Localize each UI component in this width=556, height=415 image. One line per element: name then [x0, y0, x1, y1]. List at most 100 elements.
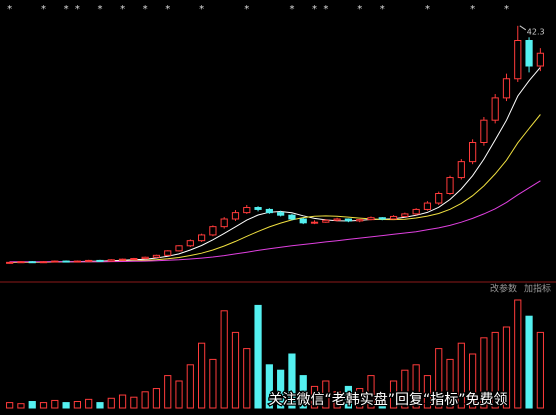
event-marker: * [244, 4, 249, 15]
candle-body [457, 161, 465, 179]
volume-bar [378, 394, 386, 409]
candle-body [73, 260, 82, 263]
volume-bar [6, 402, 14, 409]
candle-body [446, 177, 454, 194]
event-marker: * [323, 4, 328, 15]
volume-bar [243, 348, 251, 409]
candle-body [401, 213, 409, 217]
candle-body [367, 217, 375, 221]
candle-body [378, 217, 386, 220]
candle-body [344, 218, 353, 222]
volume-bar [220, 310, 228, 409]
watermark: 关注微信“老韩实盘”回复“指标”免费领 [268, 391, 507, 408]
candle-body [310, 221, 319, 224]
candle-body [175, 245, 183, 252]
volume-bar [389, 380, 398, 409]
volume-bar [356, 388, 364, 409]
candle-body [28, 261, 36, 264]
event-marker: * [312, 4, 317, 15]
volume-bar [130, 396, 138, 409]
candle-body [480, 119, 488, 143]
volume-bar [491, 331, 499, 409]
candle-body [277, 212, 285, 216]
volume-bar [412, 364, 420, 409]
candle-body [265, 208, 273, 214]
volume-bar [457, 342, 465, 409]
candle-body [333, 218, 341, 221]
candle-body [356, 219, 364, 222]
candle-body [525, 40, 533, 67]
max-label: 42.3 [527, 27, 545, 36]
candle-body [536, 52, 544, 67]
toolbar-button[interactable]: 改参数 [490, 283, 517, 295]
candle-body [220, 218, 228, 228]
volume-bar [277, 369, 285, 409]
max-pointer [519, 25, 527, 31]
volume-bar [322, 380, 330, 409]
volume-bar [186, 364, 194, 409]
event-marker: * [470, 4, 475, 15]
volume-bar [333, 391, 341, 409]
volume-bar [480, 337, 488, 409]
volume-bar [28, 401, 36, 409]
candle-body [85, 259, 93, 262]
candle-body [322, 219, 330, 223]
volume-bar [17, 403, 25, 409]
volume-bar [62, 402, 70, 409]
candle-body [164, 250, 172, 256]
candle-body [197, 234, 206, 242]
candle-body [468, 142, 477, 163]
candle-body [502, 78, 511, 99]
volume-bar [310, 385, 319, 409]
volume-bar [175, 380, 183, 409]
volume-bar [118, 394, 127, 409]
candle-body [231, 212, 240, 220]
volume-bar [514, 299, 522, 409]
volume-bar [435, 348, 443, 409]
volume-bar [141, 391, 149, 409]
candle-body [389, 215, 398, 220]
candle-body [254, 207, 262, 210]
volume-bar [367, 375, 375, 409]
candle-body [209, 226, 217, 236]
candle-body [412, 208, 420, 215]
volume-bar [107, 397, 115, 409]
volume-bar [197, 342, 206, 409]
candle-body [130, 258, 138, 261]
event-marker: * [143, 4, 148, 15]
candle-body [6, 261, 14, 264]
candle-body [186, 240, 194, 247]
candle-body [96, 259, 104, 262]
event-marker: * [75, 4, 80, 15]
volume-bar [85, 398, 93, 409]
event-marker: * [97, 4, 102, 15]
candle-body [39, 261, 48, 264]
toolbar-button[interactable]: 加指标 [524, 283, 551, 295]
volume-bar [164, 375, 172, 409]
volume-bar [446, 358, 454, 409]
volume-bar [525, 315, 533, 409]
event-marker: * [120, 4, 125, 15]
candle-body [152, 254, 161, 258]
event-marker: * [289, 4, 294, 15]
candle-body [107, 259, 115, 262]
event-marker: * [199, 4, 204, 15]
event-marker: * [7, 4, 12, 15]
volume-bar [468, 353, 477, 409]
event-marker: * [165, 4, 170, 15]
candle-body [141, 256, 149, 260]
candle-body [435, 193, 443, 204]
volume-bar [401, 369, 409, 409]
volume-bar [254, 304, 262, 409]
volume-bar [152, 388, 161, 409]
volume-bar [502, 326, 511, 409]
candle-body [299, 218, 307, 224]
volume-bar [288, 353, 296, 409]
candle-body [514, 40, 522, 80]
volume-bar [51, 399, 59, 409]
candle-body [62, 260, 70, 263]
volume-bar [73, 401, 82, 409]
candle-body [51, 260, 59, 263]
